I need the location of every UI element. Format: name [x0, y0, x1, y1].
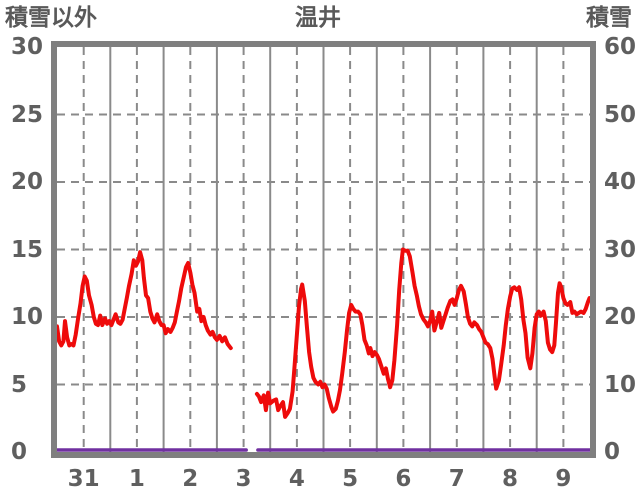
x-axis-tick-label: 2: [182, 466, 199, 492]
station-title: 温井: [295, 5, 341, 31]
left-axis-tick-label: 30: [11, 34, 44, 60]
right-axis-tick-label: 40: [604, 169, 636, 195]
x-axis-tick-label: 9: [555, 466, 572, 492]
right-axis-tick-label: 10: [604, 371, 636, 398]
x-axis-tick-label: 6: [395, 466, 412, 492]
non-snow-line: [254, 247, 592, 419]
left-axis-tick-label: 5: [11, 371, 28, 398]
right-axis-title: 積雪: [586, 5, 632, 31]
x-axis-tick-label: 8: [502, 466, 519, 492]
right-axis-tick-label: 20: [604, 304, 636, 330]
right-axis-tick-label: 0: [604, 439, 621, 465]
left-axis-tick-label: 20: [11, 169, 44, 195]
left-axis-tick-label: 10: [11, 304, 44, 330]
x-axis-tick-label: 7: [448, 466, 465, 492]
right-axis-tick-label: 30: [604, 236, 636, 263]
x-axis-tick-label: 1: [128, 466, 145, 492]
left-axis-title: 積雪以外: [5, 5, 97, 31]
x-axis-tick-label: 5: [342, 466, 359, 492]
left-axis-tick-label: 25: [11, 101, 44, 128]
x-axis-tick-label: 4: [288, 466, 305, 492]
x-axis-tick-label: 3: [235, 466, 252, 492]
right-axis-tick-label: 50: [604, 101, 636, 128]
x-axis-tick-label: 31: [67, 466, 100, 492]
right-axis-tick-label: 60: [604, 34, 636, 60]
plot-frame: [51, 41, 596, 458]
left-axis-tick-label: 0: [11, 439, 28, 465]
left-axis-tick-label: 15: [11, 236, 44, 263]
non-snow-line: [55, 250, 233, 351]
